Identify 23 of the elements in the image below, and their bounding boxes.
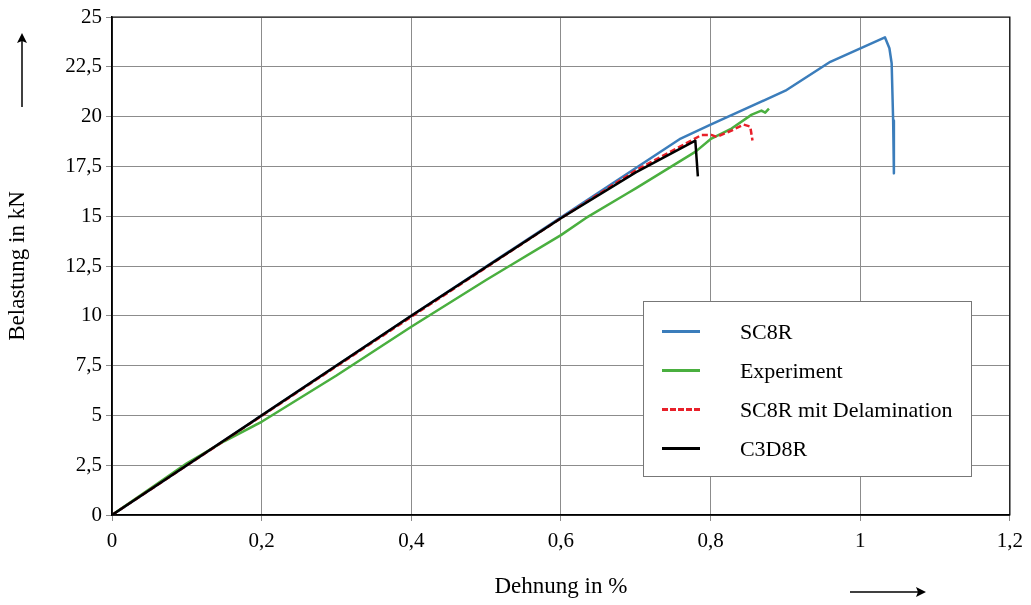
y-axis-title: Belastung in kN (3, 190, 29, 341)
y-tick-label: 20 (81, 103, 102, 128)
y-tick-label: 10 (81, 302, 102, 327)
y-tick-label: 25 (81, 3, 102, 28)
y-tick-label: 22,5 (65, 53, 102, 78)
x-tick-label: 1,2 (996, 528, 1023, 553)
x-tick-label: 0,8 (697, 528, 724, 553)
x-tick-label: 0,4 (398, 528, 425, 553)
y-tick-label: 7,5 (75, 352, 102, 377)
x-tick-label: 1 (854, 528, 866, 553)
y-tick-label: 12,5 (65, 252, 102, 277)
x-axis-title: Dehnung in % (494, 573, 628, 599)
legend-label: SC8R (739, 318, 793, 345)
legend-label: Experiment (739, 357, 843, 384)
y-tick-label: 15 (81, 202, 102, 227)
y-tick-label: 0 (91, 501, 102, 526)
y-tick-label: 2,5 (75, 451, 102, 476)
legend-label: SC8R mit Delamination (739, 396, 953, 423)
y-tick-label: 5 (91, 401, 102, 426)
x-tick-label: 0,6 (547, 528, 575, 553)
y-tick-label: 17,5 (65, 152, 102, 177)
x-tick-label: 0,2 (248, 528, 275, 553)
legend-label: C3D8R (739, 435, 808, 462)
